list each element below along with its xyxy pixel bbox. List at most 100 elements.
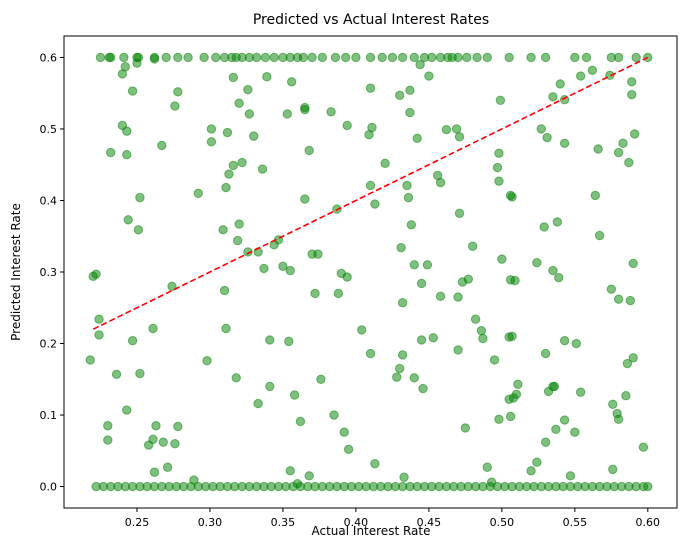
reference-line (92, 56, 649, 330)
data-point (300, 104, 310, 115)
data-point (559, 415, 570, 425)
data-point (249, 131, 259, 141)
data-point (317, 52, 328, 63)
data-point (540, 437, 551, 447)
data-point (222, 127, 233, 138)
data-point (405, 85, 415, 96)
data-point (467, 241, 478, 251)
data-point (317, 481, 328, 492)
data-point (286, 77, 297, 87)
data-point (397, 298, 408, 308)
data-point (416, 335, 427, 345)
data-point (507, 331, 517, 342)
data-point (428, 333, 438, 343)
data-point (221, 323, 231, 334)
data-point (492, 481, 503, 492)
data-point (273, 481, 284, 492)
data-point (285, 466, 295, 476)
data-point (265, 335, 275, 345)
data-point (259, 263, 269, 274)
data-point (343, 444, 354, 455)
data-point (416, 278, 427, 289)
data-point (427, 52, 437, 63)
data-point (590, 190, 600, 201)
data-point (206, 137, 217, 147)
y-tick-label: 0.3 (40, 266, 58, 279)
data-point (462, 52, 472, 63)
data-point (200, 481, 211, 492)
data-point (127, 335, 138, 346)
data-point (111, 369, 122, 379)
data-point (289, 390, 300, 400)
data-point (415, 59, 425, 70)
data-point (310, 288, 320, 299)
data-point (424, 71, 434, 81)
data-point (288, 481, 298, 492)
data-point (123, 215, 133, 225)
data-point (370, 458, 380, 469)
data-point (269, 52, 279, 63)
data-point (536, 481, 546, 492)
data-point (593, 144, 603, 154)
data-point (581, 52, 592, 63)
data-point (624, 157, 634, 168)
data-point (332, 481, 342, 492)
data-point (183, 52, 193, 63)
data-point (478, 333, 488, 344)
x-axis-ticks: 0.25 0.30 0.35 0.40 0.45 0.50 0.55 0.60 (125, 508, 660, 529)
data-point (454, 208, 465, 219)
data-point (542, 132, 552, 143)
data-point (157, 140, 167, 151)
data-point (435, 177, 446, 188)
data-point (570, 427, 580, 437)
data-point (540, 52, 551, 63)
data-point (521, 481, 532, 492)
data-point (422, 260, 433, 270)
data-point (536, 124, 546, 134)
y-tick-label: 0.2 (40, 338, 58, 351)
data-point (303, 481, 313, 492)
data-point (158, 437, 168, 447)
data-point (284, 336, 294, 347)
data-point (628, 353, 638, 363)
data-point (628, 258, 638, 269)
data-point (265, 381, 275, 392)
data-point (494, 176, 504, 186)
data-point (232, 235, 243, 246)
data-point (380, 158, 390, 169)
data-point (453, 52, 463, 63)
data-point (127, 481, 138, 492)
y-axis-ticks: 0.0 0.1 0.2 0.3 0.4 0.5 0.6 (40, 51, 64, 494)
data-point (206, 124, 217, 134)
data-point (173, 421, 183, 432)
data-point (494, 148, 504, 158)
points-layer (85, 52, 653, 492)
data-point (451, 124, 462, 134)
data-point (419, 481, 430, 492)
data-point (482, 462, 492, 472)
data-point (357, 325, 367, 335)
data-point (540, 348, 551, 359)
data-point (157, 481, 167, 492)
data-point (622, 358, 633, 369)
data-point (340, 52, 351, 63)
data-point (231, 373, 241, 383)
data-point (135, 368, 145, 379)
x-tick-label: 0.30 (198, 516, 223, 529)
data-point (435, 291, 446, 302)
data-point (526, 466, 536, 476)
data-point (262, 72, 272, 82)
y-tick-label: 0.0 (40, 481, 58, 494)
data-point (173, 52, 183, 63)
x-tick-label: 0.55 (563, 516, 588, 529)
data-point (548, 92, 558, 102)
data-point (571, 338, 581, 349)
data-point (148, 434, 158, 445)
data-point (575, 387, 586, 397)
data-point (454, 132, 465, 142)
data-point (580, 481, 590, 492)
data-point (618, 138, 628, 148)
data-point (122, 126, 132, 136)
y-tick-label: 0.1 (40, 409, 58, 422)
